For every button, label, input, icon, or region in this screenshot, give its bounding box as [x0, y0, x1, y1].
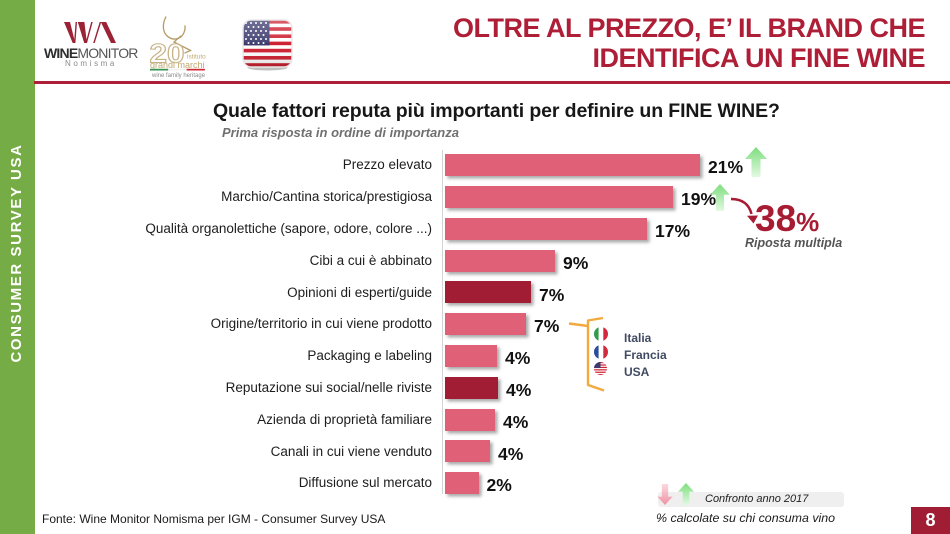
- svg-text:20: 20: [150, 39, 185, 69]
- svg-text:wine family heritage: wine family heritage: [151, 73, 206, 79]
- svg-text:istituto: istituto: [187, 54, 206, 61]
- svg-text:grandi marchi: grandi marchi: [150, 60, 205, 70]
